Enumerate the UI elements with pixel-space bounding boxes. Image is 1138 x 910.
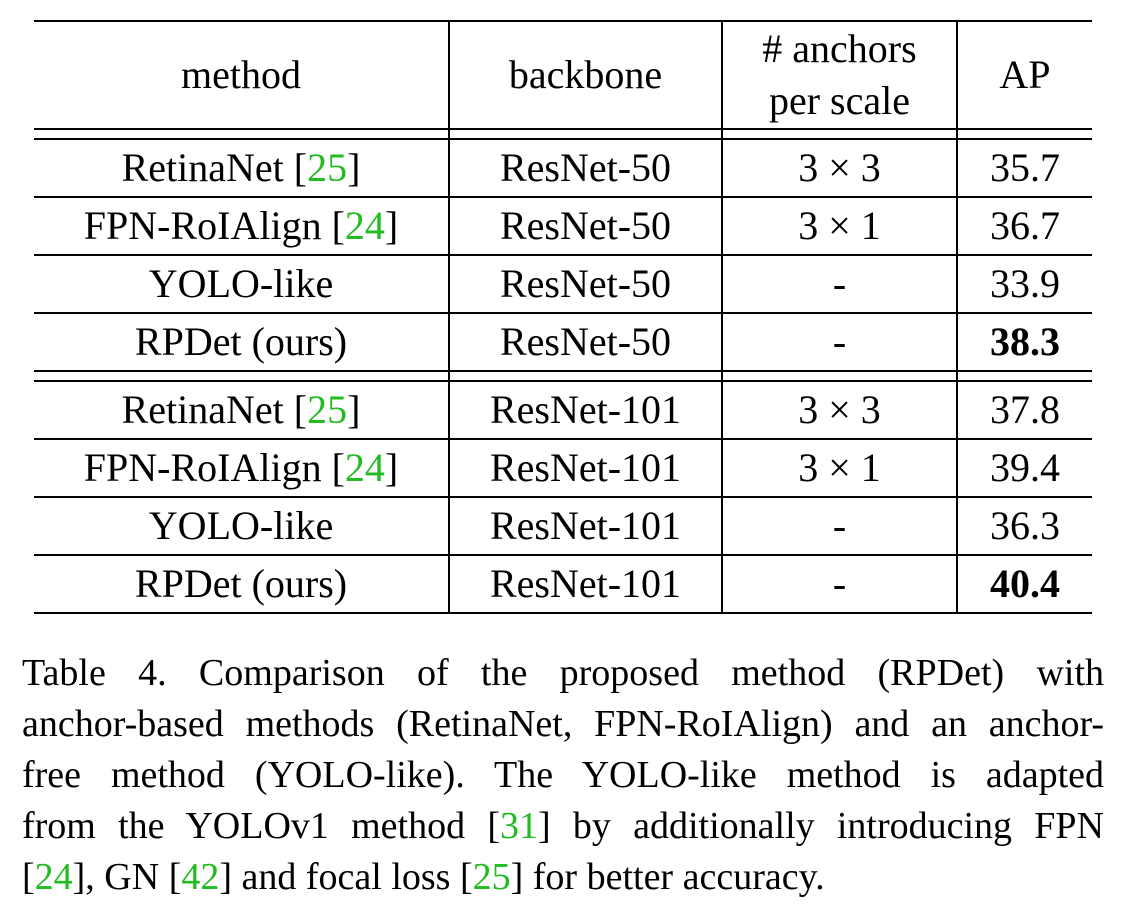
header-ap: AP (956, 20, 1092, 130)
backbone-cell: ResNet-50 (448, 313, 722, 372)
method-name: FPN-RoIAlign (83, 203, 322, 248)
anchors-cell: - (721, 255, 957, 314)
header-anchors-line1: # anchors (762, 26, 917, 71)
method-name: RPDet (ours) (134, 319, 348, 364)
method-cell: RetinaNet [25] (34, 380, 449, 440)
citation-link[interactable]: 24 (344, 445, 385, 490)
caption-text: ], GN [ (72, 856, 182, 898)
anchors-cell: - (721, 555, 957, 614)
ap-cell: 40.4 (956, 555, 1092, 614)
method-cell: YOLO-like (34, 255, 449, 314)
results-table: method backbone # anchors per scale AP R… (34, 20, 1092, 614)
table-caption: Table 4. Comparison of the proposed meth… (22, 648, 1104, 903)
method-name: YOLO-like (148, 261, 334, 306)
separator-cell (721, 129, 957, 139)
citation-link[interactable]: 25 (307, 145, 348, 190)
citation-link[interactable]: 25 (472, 856, 511, 898)
separator-cell (956, 129, 1092, 139)
citation-link[interactable]: 24 (34, 856, 73, 898)
caption-text: from the YOLOv1 method [ (22, 805, 500, 847)
table-row: YOLO-like ResNet-101-36.3 (34, 497, 1092, 556)
anchors-cell: 3 × 3 (721, 138, 957, 198)
backbone-cell: ResNet-101 (448, 497, 722, 556)
caption-line-2: anchor-based methods (RetinaNet, FPN-RoI… (22, 703, 1104, 745)
separator-cell (956, 371, 1092, 381)
results-table-container: method backbone # anchors per scale AP R… (34, 20, 1092, 614)
method-name: RetinaNet (121, 387, 284, 432)
backbone-cell: ResNet-101 (448, 555, 722, 614)
separator-cell (721, 371, 957, 381)
table-row: FPN-RoIAlign [24] ResNet-50 3 × 1 36.7 (34, 197, 1092, 256)
table-body: RetinaNet [25] ResNet-50 3 × 3 35.7 FPN-RoIA… (34, 129, 1092, 614)
citation-link[interactable]: 31 (499, 805, 538, 847)
ap-cell: 36.3 (956, 497, 1092, 556)
table-row: FPN-RoIAlign [24] ResNet-101 3 × 1 39.4 (34, 439, 1092, 498)
caption-line-3: free method (YOLO-like). The YOLO-like m… (22, 754, 1104, 796)
citation-link[interactable]: 25 (307, 387, 348, 432)
backbone-cell: ResNet-101 (448, 439, 722, 498)
table-row: YOLO-like ResNet-50-33.9 (34, 255, 1092, 314)
method-name: RetinaNet (121, 145, 284, 190)
separator-cell (34, 371, 449, 381)
caption-text: [ (22, 856, 35, 898)
group-separator (34, 129, 1092, 139)
backbone-cell: ResNet-101 (448, 380, 722, 440)
method-cell: FPN-RoIAlign [24] (34, 439, 449, 498)
method-cell: YOLO-like (34, 497, 449, 556)
backbone-cell: ResNet-50 (448, 138, 722, 198)
caption-line-1: Table 4. Comparison of the proposed meth… (22, 652, 1104, 694)
caption-line-5: [24], GN [42] and focal loss [25] for be… (22, 852, 1104, 903)
table-row: RPDet (ours) ResNet-50-38.3 (34, 313, 1092, 372)
method-cell: RPDet (ours) (34, 555, 449, 614)
ap-cell: 33.9 (956, 255, 1092, 314)
ap-cell: 36.7 (956, 197, 1092, 256)
ap-cell: 39.4 (956, 439, 1092, 498)
separator-cell (34, 129, 449, 139)
ap-cell: 37.8 (956, 380, 1092, 440)
anchors-cell: - (721, 313, 957, 372)
method-cell: FPN-RoIAlign [24] (34, 197, 449, 256)
table-row: RetinaNet [25] ResNet-101 3 × 3 37.8 (34, 380, 1092, 440)
ap-cell: 35.7 (956, 138, 1092, 198)
caption-line-4: from the YOLOv1 method [31] by additiona… (22, 801, 1104, 852)
anchors-cell: 3 × 1 (721, 197, 957, 256)
group-separator (34, 371, 1092, 381)
backbone-cell: ResNet-50 (448, 197, 722, 256)
table-header-row: method backbone # anchors per scale AP (34, 20, 1092, 130)
header-anchors-line2: per scale (768, 78, 910, 123)
citation-link[interactable]: 42 (181, 856, 220, 898)
caption-text: ] and focal loss [ (219, 856, 473, 898)
method-name: YOLO-like (148, 503, 334, 548)
header-anchors: # anchors per scale (721, 20, 957, 130)
anchors-cell: 3 × 1 (721, 439, 957, 498)
caption-text: ] by additionally introducing FPN (537, 805, 1104, 847)
anchors-cell: 3 × 3 (721, 380, 957, 440)
caption-text: ] for better accuracy. (510, 856, 825, 898)
separator-cell (448, 371, 722, 381)
table-row: RetinaNet [25] ResNet-50 3 × 3 35.7 (34, 138, 1092, 198)
citation-link[interactable]: 24 (344, 203, 385, 248)
header-backbone: backbone (448, 20, 722, 130)
method-cell: RetinaNet [25] (34, 138, 449, 198)
backbone-cell: ResNet-50 (448, 255, 722, 314)
anchors-cell: - (721, 497, 957, 556)
separator-cell (448, 129, 722, 139)
ap-cell: 38.3 (956, 313, 1092, 372)
method-name: FPN-RoIAlign (83, 445, 322, 490)
table-row: RPDet (ours) ResNet-101-40.4 (34, 555, 1092, 614)
header-method: method (34, 20, 449, 130)
method-cell: RPDet (ours) (34, 313, 449, 372)
method-name: RPDet (ours) (134, 561, 348, 606)
